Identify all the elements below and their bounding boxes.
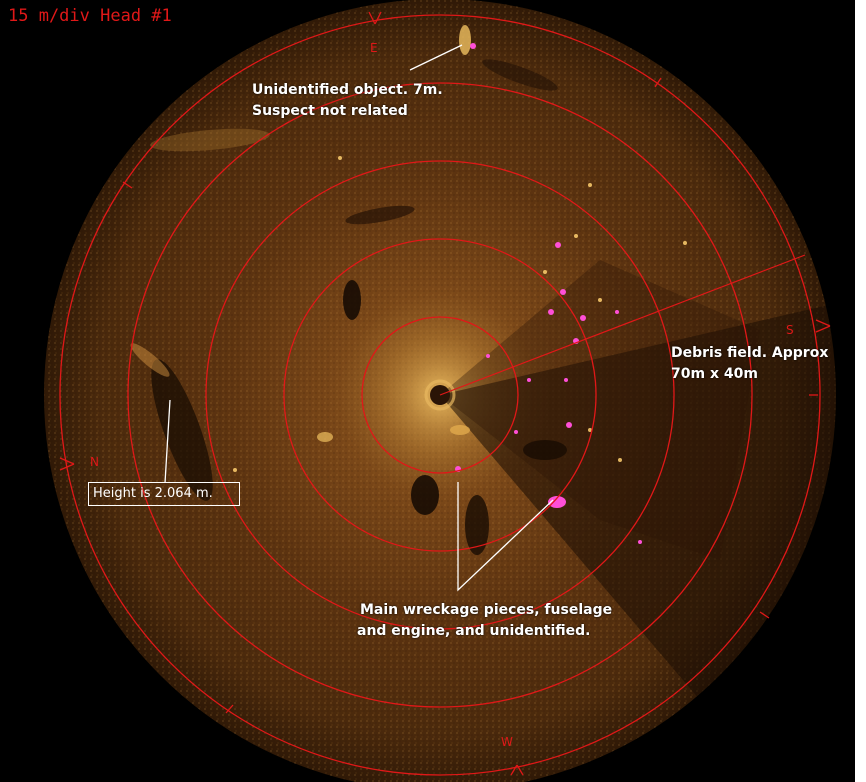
annotation-wreckage-line1: Main wreckage pieces, fuselage [360,602,613,618]
annotation-wreckage: Main wreckage pieces, fuselage and engin… [357,600,613,642]
bearing-line [439,254,806,396]
annotation-leaders [164,44,554,592]
annotation-debris: Debris field. Approx 70m x 40m [671,343,828,385]
compass-label-south: S [786,323,794,337]
strong-return-targets [455,43,642,544]
annotation-unidentified-line2: Suspect not related [252,103,408,119]
annotation-wreckage-line2: and engine, and unidentified. [357,623,591,639]
compass-label-north: N [90,455,99,469]
compass-label-west: W [501,735,513,749]
range-rings [59,14,821,776]
compass-label-east: E [370,41,378,55]
scale-header: 15 m/div Head #1 [8,6,172,26]
annotation-debris-line2: 70m x 40m [671,366,758,382]
annotation-unidentified: Unidentified object. 7m. Suspect not rel… [252,80,443,122]
height-measurement-box: Height is 2.064 m. [88,482,240,506]
annotation-unidentified-line1: Unidentified object. 7m. [252,82,443,98]
annotation-debris-line1: Debris field. Approx [671,345,829,361]
compass-ticks [59,11,831,776]
